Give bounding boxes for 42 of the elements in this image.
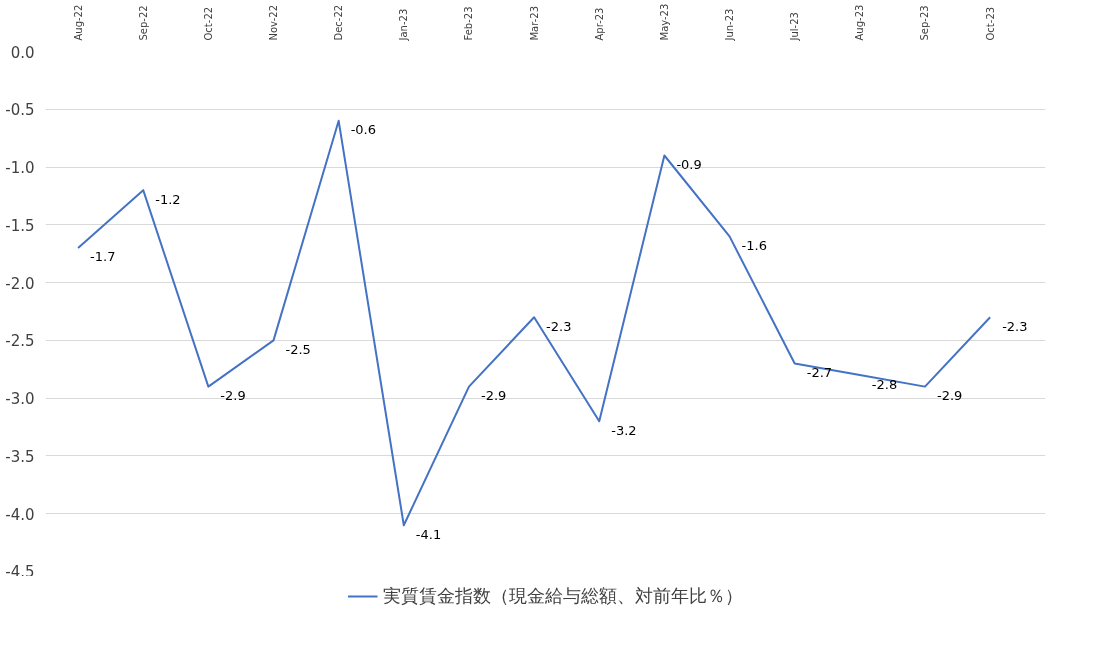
data-label: -2.9	[936, 388, 963, 404]
data-label: -1.2	[155, 191, 181, 207]
y-tick-label: -3.5	[5, 447, 35, 466]
data-label: -4.1	[415, 526, 442, 542]
x-tick-label: Sep-22	[137, 5, 149, 41]
x-tick-label: Aug-22	[72, 4, 84, 41]
x-tick-label: Oct-23	[984, 6, 996, 41]
y-tick-label: -2.5	[5, 332, 35, 351]
data-label: -3.2	[611, 422, 637, 438]
legend-label: 実質賃金指数（現金給与総額、対前年比％）	[382, 584, 743, 608]
data-label: -2.3	[1002, 318, 1028, 334]
data-label: -2.9	[480, 388, 507, 404]
x-tick-label: Mar-23	[528, 5, 540, 41]
data-label: -1.7	[90, 249, 116, 265]
data-label: -0.6	[350, 122, 377, 138]
y-tick-label: -3.0	[5, 390, 35, 409]
data-label: -1.6	[741, 237, 767, 253]
y-tick-label: -1.0	[5, 159, 35, 178]
x-tick-label: Dec-22	[333, 4, 345, 41]
data-label: -2.5	[285, 341, 311, 357]
y-tick-label: -4.0	[5, 505, 35, 524]
y-tick-label: 0.0	[10, 43, 35, 62]
x-tick-label: Sep-23	[919, 5, 931, 41]
x-tick-label: Aug-23	[854, 4, 866, 41]
data-label: -0.9	[676, 157, 702, 172]
x-tick-label: Oct-22	[202, 6, 214, 41]
x-tick-label: May-23	[658, 3, 670, 41]
x-tick-label: Feb-23	[463, 6, 475, 41]
data-label: -2.7	[806, 365, 833, 380]
x-tick-label: Nov-22	[268, 4, 280, 41]
y-tick-label: -2.0	[5, 274, 35, 293]
x-tick-label: Jun-23	[724, 8, 736, 42]
x-tick-label: Jul-23	[789, 12, 801, 42]
y-tick-label: -1.5	[5, 216, 35, 235]
data-label: -2.9	[220, 388, 246, 404]
line-series	[77, 119, 992, 527]
data-label: -2.8	[871, 376, 898, 392]
x-tick-label: Apr-23	[593, 7, 605, 41]
y-tick-label: -4.5	[5, 562, 35, 581]
y-tick-label: -0.5	[5, 101, 35, 120]
data-label: -2.3	[546, 318, 572, 334]
x-tick-label: Jan-23	[398, 8, 410, 42]
